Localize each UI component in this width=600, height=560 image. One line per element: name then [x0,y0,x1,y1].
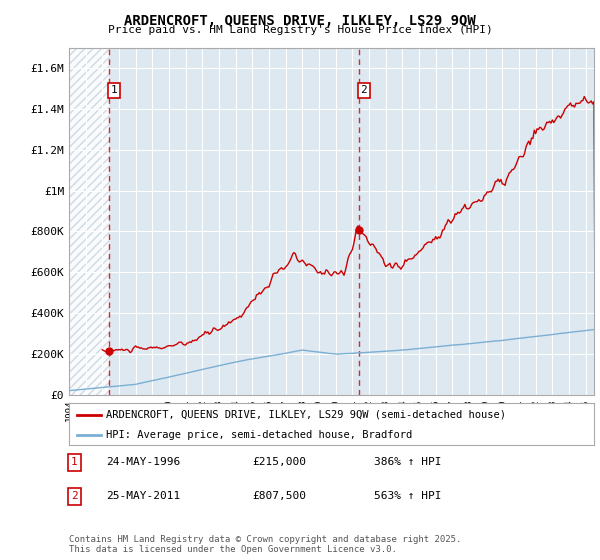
Text: 2: 2 [361,86,367,96]
Text: 563% ↑ HPI: 563% ↑ HPI [373,491,441,501]
Text: £807,500: £807,500 [253,491,307,501]
Text: Contains HM Land Registry data © Crown copyright and database right 2025.
This d: Contains HM Land Registry data © Crown c… [69,535,461,554]
Bar [69,48,109,395]
Text: 1: 1 [110,86,117,96]
Text: 2: 2 [71,491,77,501]
Text: ARDENCROFT, QUEENS DRIVE, ILKLEY, LS29 9QW (semi-detached house): ARDENCROFT, QUEENS DRIVE, ILKLEY, LS29 9… [106,409,506,419]
Text: Price paid vs. HM Land Registry's House Price Index (HPI): Price paid vs. HM Land Registry's House … [107,25,493,35]
Text: HPI: Average price, semi-detached house, Bradford: HPI: Average price, semi-detached house,… [106,430,412,440]
Text: 24-MAY-1996: 24-MAY-1996 [106,457,180,467]
Text: £215,000: £215,000 [253,457,307,467]
Text: 25-MAY-2011: 25-MAY-2011 [106,491,180,501]
Text: 386% ↑ HPI: 386% ↑ HPI [373,457,441,467]
Text: ARDENCROFT, QUEENS DRIVE, ILKLEY, LS29 9QW: ARDENCROFT, QUEENS DRIVE, ILKLEY, LS29 9… [124,14,476,28]
Bar [69,48,109,395]
Text: 1: 1 [71,457,77,467]
